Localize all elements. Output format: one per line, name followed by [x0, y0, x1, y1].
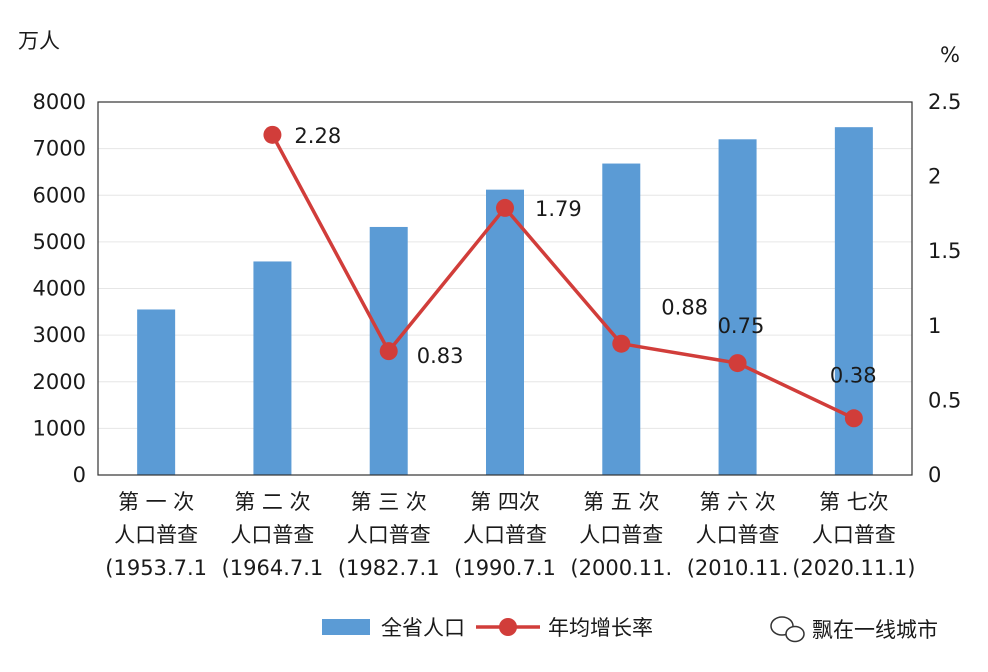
- legend-line-label: 年均增长率: [548, 616, 653, 640]
- bar-series: [137, 127, 873, 476]
- bar: [486, 189, 524, 475]
- data-label: 0.83: [417, 344, 464, 368]
- category-label: (1964.7.1: [222, 556, 324, 580]
- data-label: 2.28: [294, 124, 341, 148]
- category-label: 第 七次: [819, 490, 889, 514]
- category-label: (1982.7.1: [338, 556, 440, 580]
- category-label: 第 六 次: [699, 490, 775, 514]
- plot-frame: [97, 101, 913, 476]
- right-tick-label: 2: [928, 165, 941, 189]
- right-tick-label: 0: [928, 463, 941, 487]
- wechat-icon: [770, 616, 805, 643]
- bar: [718, 139, 757, 476]
- left-axis-ticks: 0 1000 2000 3000 4000 5000 6000 7000 8000: [33, 90, 86, 487]
- left-tick-label: 1000: [33, 416, 86, 440]
- category-label: 第 三 次: [351, 490, 427, 514]
- left-tick-label: 5000: [33, 230, 86, 254]
- bar: [602, 163, 641, 476]
- category-label: (2000.11.: [570, 556, 672, 580]
- left-tick-label: 6000: [33, 183, 86, 207]
- category-label: (2020.11.1): [792, 556, 915, 580]
- bar: [137, 309, 176, 475]
- line-point: [728, 354, 747, 373]
- bar: [253, 261, 292, 475]
- left-tick-label: 0: [73, 463, 86, 487]
- watermark-text: 飘在一线城市: [812, 618, 938, 642]
- category-label: 人口普查: [812, 523, 896, 547]
- right-tick-label: 1: [928, 314, 941, 338]
- category-label: 第 四次: [470, 490, 540, 514]
- legend-bar-label: 全省人口: [381, 616, 465, 640]
- left-tick-label: 7000: [33, 137, 86, 161]
- category-label: (1990.7.1: [454, 556, 556, 580]
- right-tick-label: 1.5: [928, 239, 961, 263]
- right-tick-label: 2.5: [928, 90, 961, 114]
- category-label: 人口普查: [579, 523, 663, 547]
- data-label: 1.79: [535, 197, 582, 221]
- category-label: 人口普查: [696, 523, 780, 547]
- growth-rate-line: [270, 133, 855, 420]
- category-label: (1953.7.1: [105, 556, 207, 580]
- line-point: [263, 125, 282, 144]
- legend-bar-swatch: [322, 619, 370, 635]
- right-axis-unit: %: [940, 43, 960, 67]
- watermark: 飘在一线城市: [770, 616, 938, 643]
- line-series: 2.28 0.83 1.79 0.88 0.75 0.38: [263, 124, 877, 428]
- right-tick-label: 0.5: [928, 388, 961, 412]
- left-tick-label: 3000: [33, 323, 86, 347]
- category-label: (2010.11.: [687, 556, 789, 580]
- left-tick-label: 2000: [33, 370, 86, 394]
- line-point: [379, 342, 398, 361]
- left-tick-label: 8000: [33, 90, 86, 114]
- legend-line-marker: [499, 618, 517, 636]
- legend: 全省人口 年均增长率: [322, 616, 653, 640]
- data-label: 0.88: [661, 296, 708, 320]
- category-label: 第 五 次: [583, 490, 659, 514]
- category-label: 第 一 次: [118, 490, 194, 514]
- category-label: 人口普查: [347, 523, 431, 547]
- category-label: 人口普查: [230, 523, 314, 547]
- data-label: 0.38: [830, 363, 877, 387]
- left-axis-unit: 万人: [18, 29, 60, 53]
- line-point: [612, 334, 631, 353]
- right-axis-ticks: 0 0.5 1 1.5 2 2.5: [928, 90, 961, 487]
- left-tick-label: 4000: [33, 277, 86, 301]
- category-label: 第 二 次: [234, 490, 310, 514]
- category-label: 人口普查: [463, 523, 547, 547]
- line-point: [496, 198, 514, 217]
- data-label: 0.75: [718, 314, 765, 338]
- line-point: [844, 409, 863, 428]
- category-label: 人口普查: [114, 523, 198, 547]
